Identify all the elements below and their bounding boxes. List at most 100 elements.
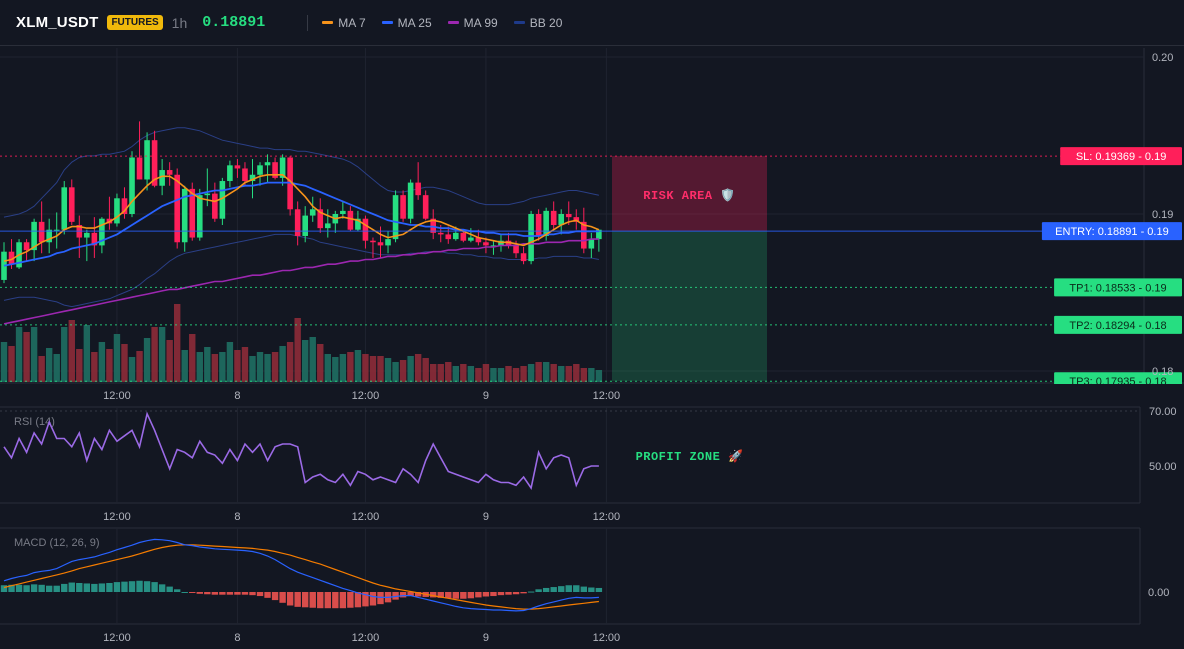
macd-histogram-bar	[181, 592, 188, 593]
macd-histogram-bar	[234, 592, 241, 595]
volume-bar	[61, 327, 68, 382]
timeframe-selector[interactable]: 1h	[171, 14, 188, 31]
level-tag-label: SL: 0.19369 - 0.19	[1076, 151, 1167, 163]
volume-bar	[91, 352, 98, 382]
volume-bar	[166, 340, 173, 382]
legend-ma7[interactable]: MA 7	[322, 15, 366, 30]
macd-histogram-bar	[573, 585, 580, 592]
macd-histogram-bar	[136, 580, 143, 592]
macd-histogram-bar	[38, 584, 45, 592]
volume-bar	[520, 366, 527, 382]
macd-histogram-bar	[30, 584, 38, 592]
candle-body	[370, 240, 376, 243]
ma99-swatch	[447, 21, 459, 24]
candle-body	[23, 242, 30, 251]
macd-histogram-bar	[294, 592, 301, 607]
volume-bars	[0, 304, 603, 382]
volume-bar	[512, 368, 520, 382]
macd-histogram-bar	[151, 582, 158, 592]
macd-histogram-bar	[91, 583, 98, 592]
macd-pane: MACD (12, 26, 9) 0.00	[0, 537, 1169, 612]
time-tick-label: 8	[234, 632, 240, 644]
volume-bar	[497, 368, 505, 382]
macd-histogram-bar	[264, 592, 271, 598]
macd-histogram-bar	[173, 589, 181, 592]
candle-body	[302, 215, 308, 236]
macd-histogram-bar	[204, 592, 211, 595]
candlesticks	[1, 121, 602, 284]
candle-body	[151, 140, 158, 186]
candle-body	[407, 182, 414, 219]
macd-title: MACD (12, 26, 9)	[14, 537, 100, 549]
macd-histogram-bar	[347, 592, 354, 608]
macd-tick-label: 0.00	[1148, 587, 1169, 599]
volume-bar	[588, 368, 595, 382]
time-tick-label: 12:00	[593, 511, 621, 523]
macd-histogram-bar	[158, 584, 166, 592]
volume-bar	[467, 366, 475, 382]
level-tag: TP2: 0.18294 - 0.18	[1054, 315, 1182, 334]
legend-ma25-label: MA 25	[397, 15, 432, 30]
candle-body	[204, 193, 211, 196]
candle-body	[181, 188, 188, 243]
volume-bar	[542, 362, 550, 382]
level-tag-bg	[1054, 278, 1182, 297]
volume-bar	[437, 364, 444, 382]
legend-ma25[interactable]: MA 25	[381, 15, 432, 30]
macd-histogram-bar	[588, 587, 595, 592]
volume-bar	[151, 327, 158, 382]
candle-body	[8, 251, 15, 265]
candle-body	[581, 221, 587, 249]
rsi-tick-label: 50.00	[1149, 461, 1177, 473]
volume-bar	[482, 364, 490, 382]
macd-histogram-bar	[128, 581, 136, 592]
level-tag-bg	[1041, 222, 1182, 241]
volume-bar	[15, 327, 23, 382]
macd-histogram-bar	[256, 592, 264, 597]
volume-bar	[475, 368, 482, 382]
volume-bar	[399, 360, 407, 382]
volume-bar	[490, 368, 497, 382]
macd-histogram-bar	[512, 592, 520, 595]
legend-bb20[interactable]: BB 20	[513, 16, 562, 30]
macd-histogram-bar	[189, 592, 196, 593]
time-tick-label: 12:00	[103, 632, 131, 644]
legend-ma99[interactable]: MA 99	[447, 16, 498, 30]
level-tag: ENTRY: 0.18891 - 0.19	[1041, 222, 1182, 241]
macd-histogram-bar	[377, 592, 384, 605]
macd-histogram-bar	[535, 589, 542, 592]
candle-body	[437, 232, 444, 235]
rsi-tick-label: 70.00	[1149, 406, 1177, 418]
symbol-title[interactable]: XLM_USDT	[16, 14, 99, 31]
macd-histogram-bar	[467, 592, 475, 599]
macd-histogram-bar	[437, 592, 444, 598]
volume-bar	[128, 357, 136, 382]
macd-histogram-bar	[302, 592, 309, 608]
candle-body	[324, 223, 331, 229]
volume-bar	[23, 332, 30, 382]
candle-body	[377, 242, 384, 246]
candle-body	[460, 232, 467, 241]
volume-bar	[279, 346, 286, 382]
candle-body	[249, 174, 256, 182]
legend-ma7-label: MA 7	[338, 15, 366, 30]
volume-bar	[211, 354, 219, 382]
volume-bar	[143, 338, 151, 382]
volume-bar	[362, 354, 369, 382]
macd-histogram-bar	[23, 585, 30, 592]
macd-histogram-bar	[113, 582, 121, 592]
macd-histogram-bar	[83, 583, 91, 592]
macd-histogram-bar	[558, 586, 565, 592]
level-tag-bg	[1060, 147, 1182, 166]
time-tick-label: 12:00	[103, 390, 131, 402]
macd-histogram-bar	[8, 584, 15, 592]
volume-bar	[271, 352, 279, 382]
candle-body	[68, 187, 75, 222]
volume-bar	[136, 351, 143, 382]
candle-body	[543, 210, 549, 236]
ma25-line	[3, 181, 599, 267]
price-tick-label: 0.19	[1152, 209, 1173, 221]
time-tick-label: 12:00	[593, 390, 621, 402]
macd-histogram-bar	[490, 592, 497, 597]
